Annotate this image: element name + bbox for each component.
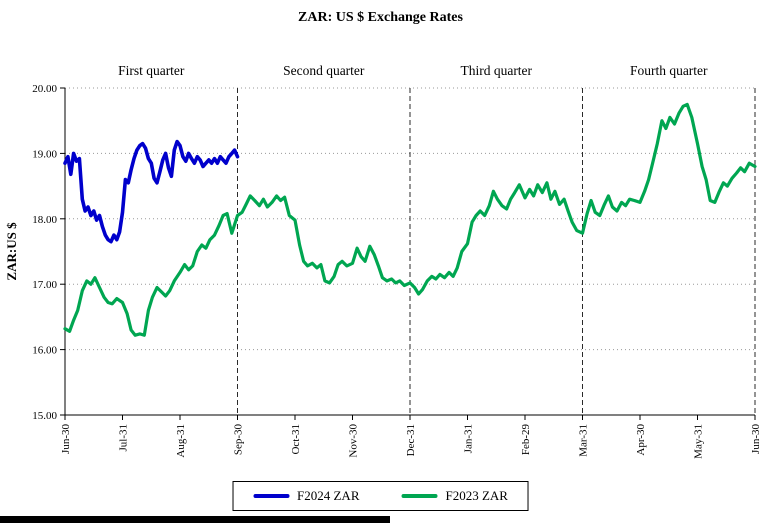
legend-item-f2023: F2023 ZAR xyxy=(401,488,508,504)
svg-text:Jun-30: Jun-30 xyxy=(750,424,761,454)
svg-text:18.00: 18.00 xyxy=(32,214,57,226)
svg-text:Jul-31: Jul-31 xyxy=(118,424,130,452)
svg-text:ZAR:US $: ZAR:US $ xyxy=(4,222,19,281)
svg-text:15.00: 15.00 xyxy=(32,410,57,422)
svg-text:19.00: 19.00 xyxy=(32,148,57,160)
chart-title: ZAR: US $ Exchange Rates xyxy=(298,10,463,25)
svg-text:Mar-31: Mar-31 xyxy=(578,424,590,457)
f2024-line-swatch xyxy=(253,494,290,498)
svg-text:Sep-30: Sep-30 xyxy=(233,424,245,456)
svg-text:Nov-30: Nov-30 xyxy=(348,424,360,458)
legend: F2024 ZAR F2023 ZAR xyxy=(232,481,529,511)
legend-label-f2024: F2024 ZAR xyxy=(297,488,360,503)
svg-text:Feb-29: Feb-29 xyxy=(520,424,532,456)
f2023-line-swatch xyxy=(401,494,438,498)
svg-text:Oct-31: Oct-31 xyxy=(290,424,302,455)
svg-text:16.00: 16.00 xyxy=(32,345,57,357)
svg-text:Aug-31: Aug-31 xyxy=(175,424,187,458)
svg-text:Fourth quarter: Fourth quarter xyxy=(630,63,708,78)
svg-text:17.00: 17.00 xyxy=(32,279,57,291)
legend-item-f2024: F2024 ZAR xyxy=(253,488,360,504)
svg-text:Jun-30: Jun-30 xyxy=(60,424,72,454)
legend-label-f2023: F2023 ZAR xyxy=(445,488,508,503)
svg-text:Second quarter: Second quarter xyxy=(283,63,365,78)
svg-text:Jan-31: Jan-31 xyxy=(463,424,475,453)
chart-canvas: 15.00 16.00 17.00 18.00 19.00 20.00 Jun-30 Jul-… xyxy=(4,63,761,459)
svg-text:20.00: 20.00 xyxy=(32,83,57,95)
bottom-black-bar xyxy=(0,516,390,523)
svg-text:Apr-30: Apr-30 xyxy=(635,424,647,456)
svg-text:Third quarter: Third quarter xyxy=(460,63,532,78)
svg-text:Dec-31: Dec-31 xyxy=(405,424,417,456)
svg-text:First quarter: First quarter xyxy=(118,63,185,78)
svg-text:May-31: May-31 xyxy=(693,424,705,459)
